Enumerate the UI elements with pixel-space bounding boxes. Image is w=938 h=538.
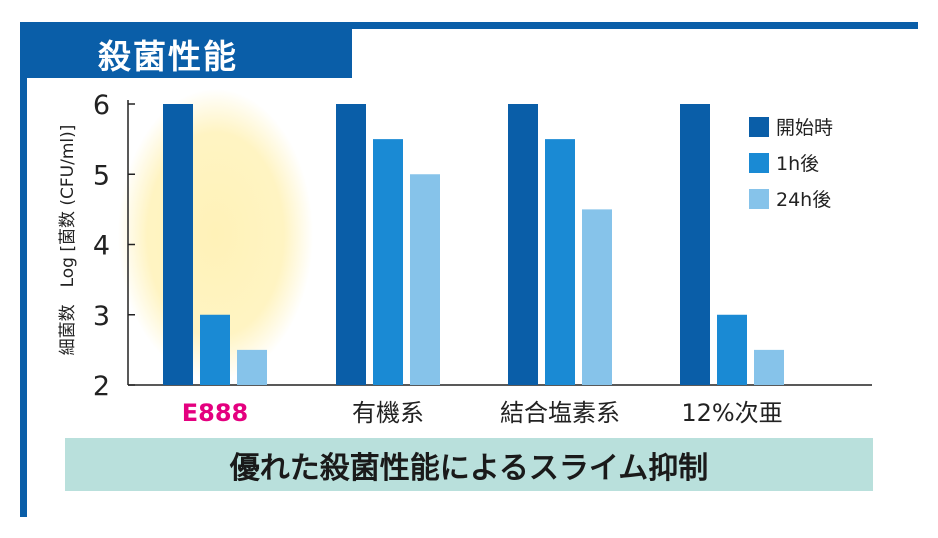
bar-1-4 (680, 104, 710, 385)
legend-swatch-3 (749, 189, 769, 209)
legend-swatch-2 (749, 153, 769, 173)
bar-1-2 (336, 104, 366, 385)
bar-3-1 (237, 349, 267, 385)
category-label-3: 結合塩素系 (500, 399, 620, 427)
category-label-4: 12%次亜 (681, 399, 782, 427)
frame-top-rule (20, 22, 918, 29)
summary-banner: 優れた殺菌性能によるスライム抑制 (65, 438, 873, 491)
bar-2-4 (717, 314, 747, 385)
y-tick-label-3: 3 (93, 301, 110, 332)
summary-banner-text: 優れた殺菌性能によるスライム抑制 (229, 450, 709, 486)
legend-label-1: 開始時 (776, 117, 833, 139)
legend-swatch-1 (749, 117, 769, 137)
legend-label-2: 1h後 (776, 153, 819, 175)
bar-1-3 (508, 104, 538, 385)
y-tick-label-5: 5 (93, 160, 110, 191)
y-axis-title: 細菌数 Log [菌数 (CFU/ml)] (58, 125, 78, 356)
y-tick-label-4: 4 (93, 231, 110, 262)
y-tick-label-6: 6 (93, 90, 110, 121)
frame-left-rule (20, 22, 27, 517)
bar-1-1 (163, 104, 193, 385)
y-tick-label-2: 2 (93, 371, 110, 402)
title-tab (20, 22, 352, 78)
bar-3-4 (754, 349, 784, 385)
bar-2-3 (545, 139, 575, 385)
legend-label-3: 24h後 (776, 189, 831, 211)
bar-2-2 (373, 139, 403, 385)
bar-2-1 (200, 314, 230, 385)
category-label-1: E888 (182, 399, 249, 427)
page-title: 殺菌性能 (98, 37, 238, 76)
category-label-2: 有機系 (352, 399, 424, 427)
bar-3-3 (582, 209, 612, 385)
bar-3-2 (410, 174, 440, 385)
